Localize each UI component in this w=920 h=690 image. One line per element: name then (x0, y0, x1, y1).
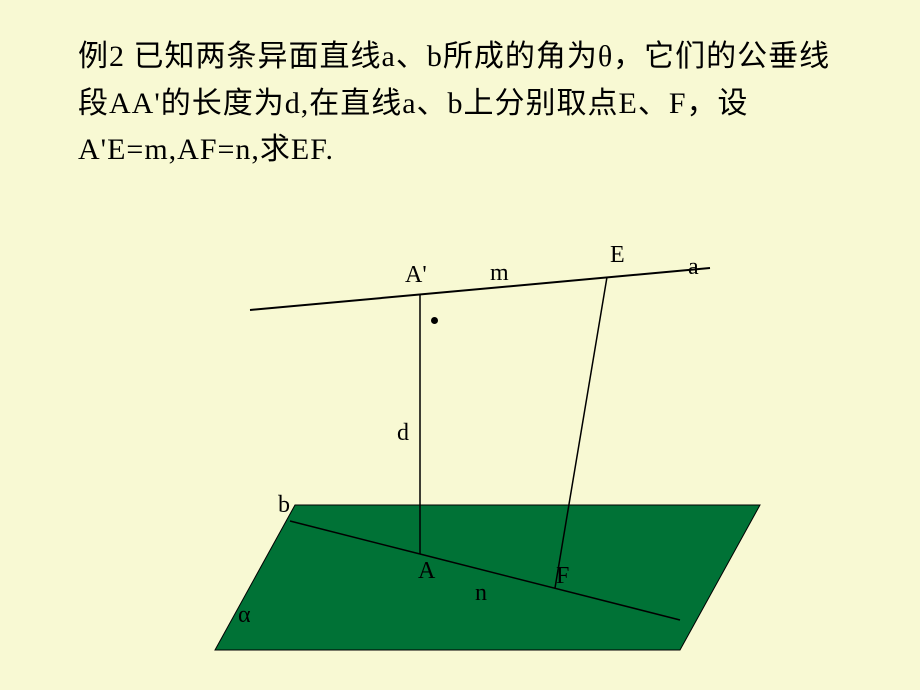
geometry-diagram: A' m E a d b A n F α (120, 250, 820, 670)
label-line-a: a (688, 254, 699, 281)
diagram-svg (120, 250, 820, 670)
problem-text: 例2 已知两条异面直线a、b所成的角为θ，它们的公垂线段AA'的长度为d,在直线… (78, 34, 860, 174)
label-E: E (610, 242, 625, 269)
line-a (250, 268, 710, 310)
label-A: A (418, 558, 435, 585)
marker-disc (431, 317, 438, 324)
label-d: d (397, 420, 409, 447)
label-m: m (490, 260, 509, 287)
plane-alpha (215, 505, 760, 650)
label-n: n (475, 580, 487, 607)
label-alpha: α (238, 602, 251, 629)
label-F: F (556, 563, 569, 590)
label-line-b: b (278, 492, 290, 519)
label-A-prime: A' (405, 262, 427, 289)
